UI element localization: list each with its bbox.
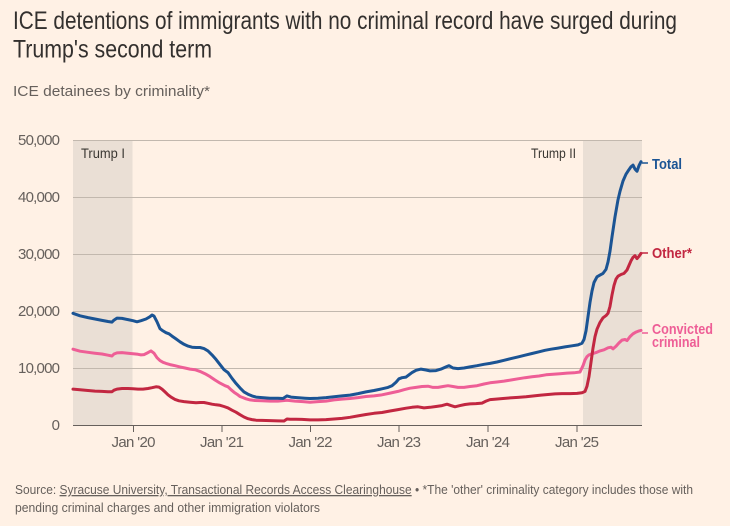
- svg-text:Jan '21: Jan '21: [200, 434, 244, 451]
- svg-text:ICE detainees by criminality*: ICE detainees by criminality*: [13, 83, 210, 100]
- svg-text:0: 0: [52, 417, 60, 434]
- svg-text:Source: Syracuse University, T: Source: Syracuse University, Transaction…: [15, 482, 693, 497]
- svg-text:pending criminal charges and o: pending criminal charges and other immig…: [15, 500, 320, 515]
- svg-text:20,000: 20,000: [18, 303, 60, 320]
- svg-text:40,000: 40,000: [18, 189, 60, 206]
- svg-text:Jan '25: Jan '25: [555, 434, 599, 451]
- svg-text:Other*: Other*: [652, 245, 692, 262]
- svg-text:criminal: criminal: [652, 334, 700, 351]
- svg-text:Trump I: Trump I: [81, 145, 125, 161]
- svg-text:Jan '23: Jan '23: [377, 434, 421, 451]
- svg-text:10,000: 10,000: [18, 360, 60, 377]
- svg-text:Trump II: Trump II: [531, 145, 576, 161]
- svg-text:Jan '24: Jan '24: [466, 434, 510, 451]
- svg-text:50,000: 50,000: [18, 132, 60, 149]
- svg-text:ICE detentions of immigrants w: ICE detentions of immigrants with no cri…: [13, 7, 677, 35]
- svg-text:Trump's second term: Trump's second term: [13, 36, 212, 64]
- svg-text:Convicted: Convicted: [652, 321, 713, 338]
- svg-text:Total: Total: [652, 156, 682, 173]
- svg-text:Jan '22: Jan '22: [289, 434, 333, 451]
- svg-text:30,000: 30,000: [18, 246, 60, 263]
- svg-text:Jan '20: Jan '20: [112, 434, 156, 451]
